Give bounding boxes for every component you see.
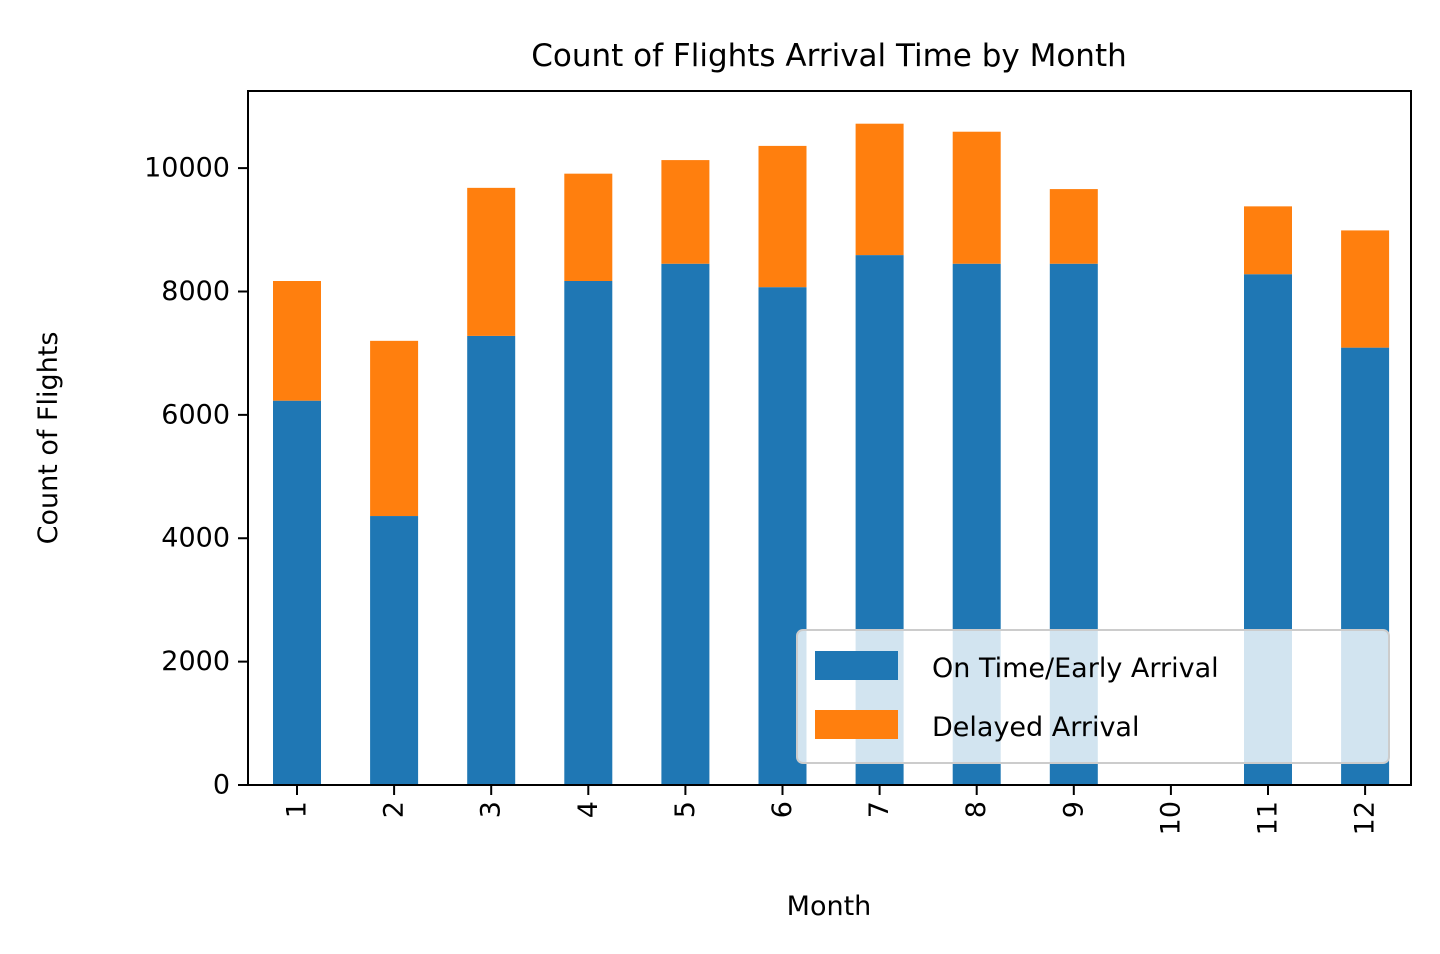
bar-delayed-month-9 — [1049, 189, 1098, 264]
bar-on-time-month-1 — [273, 400, 321, 785]
bar-delayed-month-11 — [1244, 206, 1292, 275]
x-tick-label: 4 — [573, 801, 604, 818]
bar-delayed-month-7 — [855, 123, 904, 256]
y-tick-label: 0 — [213, 770, 230, 801]
y-tick-label: 10000 — [144, 153, 230, 184]
y-tick-label: 4000 — [161, 523, 230, 554]
x-tick-label: 8 — [961, 801, 992, 818]
x-tick-label: 7 — [864, 801, 895, 818]
bar-on-time-month-5 — [661, 263, 710, 785]
x-tick-label: 1 — [282, 801, 313, 818]
plot-frame — [247, 90, 1412, 786]
y-axis-label: Count of Flights — [33, 332, 64, 545]
bar-on-time-month-2 — [370, 516, 419, 785]
bar-delayed-month-1 — [273, 281, 321, 401]
bar-delayed-month-3 — [467, 187, 516, 336]
bar-delayed-month-6 — [758, 145, 807, 288]
bar-delayed-month-2 — [370, 340, 419, 517]
legend: On Time/Early Arrival Delayed Arrival — [796, 629, 1390, 764]
chart-title: Count of Flights Arrival Time by Month — [531, 38, 1127, 74]
y-tick-label: 6000 — [161, 399, 230, 430]
x-tick-label: 2 — [379, 801, 410, 818]
bar-delayed-month-8 — [952, 131, 1001, 264]
bar-on-time-month-3 — [467, 335, 516, 785]
bar-delayed-month-4 — [564, 173, 613, 282]
y-tick-label: 8000 — [161, 276, 230, 307]
legend-swatch-delayed — [815, 710, 898, 739]
bar-delayed-month-12 — [1341, 230, 1390, 348]
x-tick-label: 11 — [1253, 801, 1284, 835]
bar-on-time-month-4 — [564, 281, 613, 785]
legend-box — [796, 629, 1390, 764]
x-tick-label: 6 — [767, 801, 798, 818]
x-tick-label: 5 — [670, 801, 701, 818]
legend-swatch-on-time — [815, 651, 898, 680]
x-axis: 1 2 3 4 5 6 7 8 9 10 11 12 — [282, 785, 1381, 835]
y-tick-label: 2000 — [161, 646, 230, 677]
y-axis: 0 2000 4000 6000 8000 10000 — [144, 153, 248, 801]
x-tick-label: 10 — [1155, 801, 1186, 835]
bar-delayed-month-5 — [661, 160, 710, 264]
x-tick-label: 9 — [1058, 801, 1089, 818]
x-axis-label: Month — [787, 891, 872, 922]
x-tick-label: 3 — [476, 801, 507, 818]
legend-label-on-time: On Time/Early Arrival — [932, 653, 1219, 684]
x-tick-label: 12 — [1350, 801, 1381, 835]
legend-label-delayed: Delayed Arrival — [932, 712, 1139, 743]
